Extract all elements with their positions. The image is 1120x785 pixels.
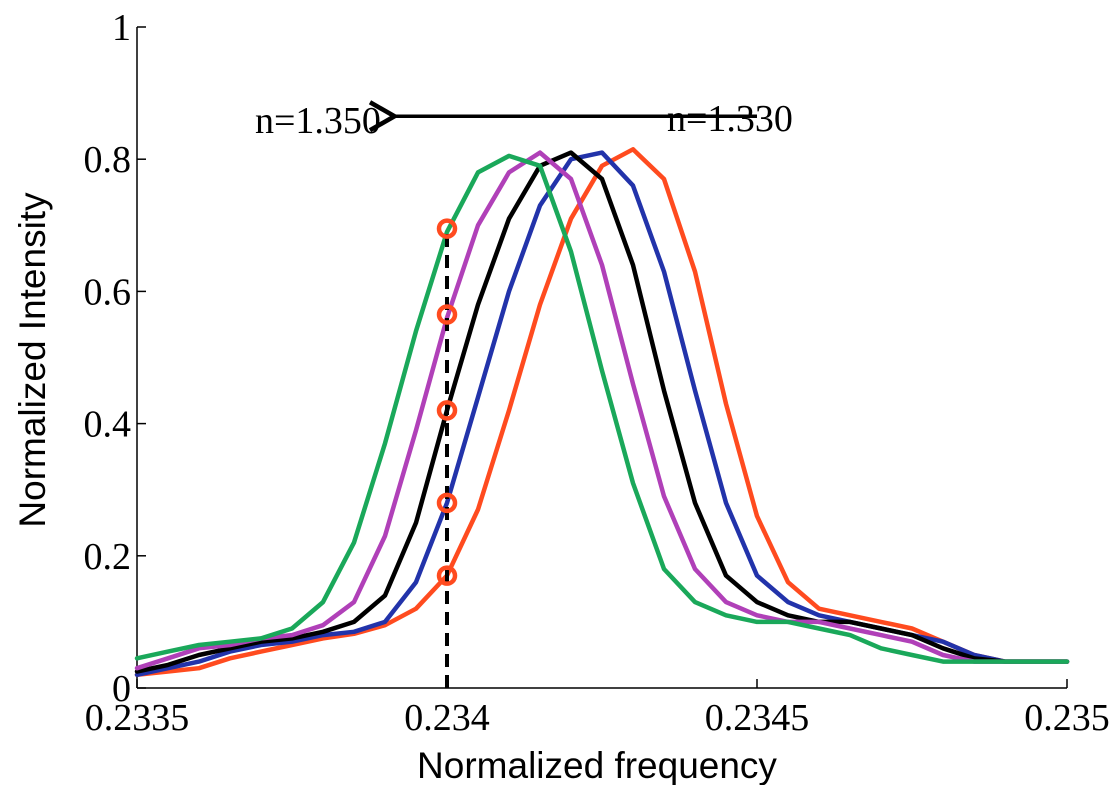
series-line-5	[134, 153, 1070, 664]
annotation-left-label: n=1.350	[255, 100, 381, 142]
y-tick-label: 0.2	[84, 536, 132, 578]
y-tick-label: 0	[112, 668, 131, 710]
x-tick-label: 0.2345	[705, 697, 810, 739]
y-tick-label: 1	[112, 7, 131, 49]
marker-point	[436, 492, 458, 514]
annotations: n=1.350 n=1.330	[255, 98, 793, 142]
series-lines	[134, 147, 1070, 678]
tick-labels: 0 0.2 0.4 0.6 0.8 1 0.2335 0.234 0.2345 0.235	[84, 7, 1110, 739]
series-line-4	[134, 150, 1070, 671]
y-tick-label: 0.8	[84, 139, 132, 181]
marker-point	[436, 400, 458, 421]
axes	[136, 26, 1068, 689]
x-tick-label: 0.234	[404, 697, 490, 739]
x-axis-title: Normalized frequency	[417, 745, 777, 785]
annotation-right-label: n=1.330	[667, 98, 793, 140]
series-line-1	[134, 147, 1070, 678]
x-tick-label: 0.235	[1024, 697, 1110, 739]
series-line-2	[134, 150, 1070, 678]
y-tick-label: 0.6	[84, 271, 132, 313]
y-tick-label: 0.4	[84, 404, 132, 446]
marker-point	[436, 565, 458, 586]
marker-points	[436, 218, 458, 586]
x-tick-label: 0.2335	[85, 697, 190, 739]
marker-point	[436, 304, 458, 325]
marker-point	[436, 218, 458, 239]
y-axis-title: Normalized Intensity	[12, 192, 53, 528]
series-line-3	[134, 150, 1070, 674]
